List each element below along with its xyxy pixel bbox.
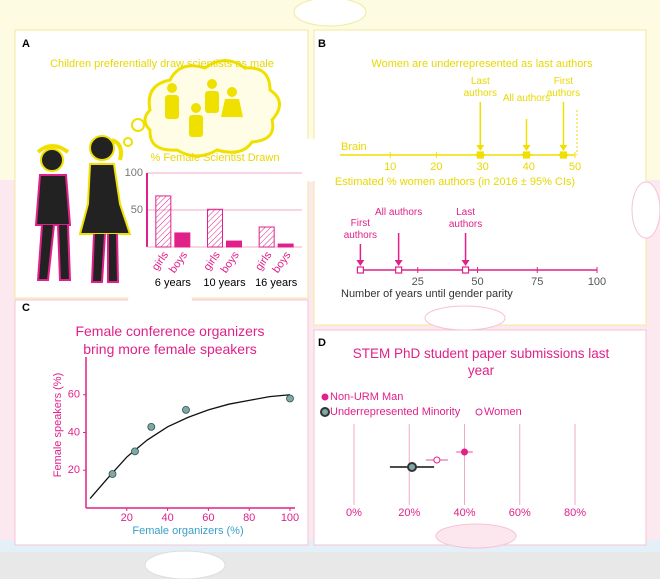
point xyxy=(395,266,403,274)
x-tick-label: 6 years xyxy=(155,277,192,289)
bar xyxy=(277,243,294,248)
arrow-head xyxy=(522,145,531,151)
chart-subtitle: % Female Scientist Drawn xyxy=(151,152,280,164)
point-label: All authors xyxy=(375,207,423,218)
point-label: First authors xyxy=(546,76,581,99)
point xyxy=(182,405,190,414)
x-tick-label: 50 xyxy=(569,161,581,173)
children-illustration xyxy=(34,59,281,283)
point-label: First authors xyxy=(343,218,378,241)
legend-label: Women xyxy=(484,406,522,418)
arrow-head xyxy=(356,260,365,266)
legend-label: Non-URM Man xyxy=(330,391,403,403)
x-tick-label: 10 xyxy=(384,161,396,173)
y-tick-label: 60 xyxy=(68,389,80,401)
y-tick-label: 40 xyxy=(68,426,80,438)
point xyxy=(147,422,156,431)
x-tick-label: 0% xyxy=(346,507,362,519)
panel-title: Women are underrepresented as last autho… xyxy=(371,58,593,70)
x-tick-label: 20 xyxy=(430,161,442,173)
y-tick-label: 20 xyxy=(68,464,80,476)
panel-letter: C xyxy=(22,302,30,314)
bar xyxy=(258,226,275,248)
panel-letter: D xyxy=(318,337,326,349)
x-tick-label: 100 xyxy=(588,276,606,288)
x-tick-label: 60 xyxy=(202,512,214,524)
legend-marker xyxy=(320,407,330,417)
arrow-head xyxy=(394,260,403,266)
point xyxy=(131,447,139,456)
point-label: Last authors xyxy=(448,207,483,230)
x-axis-label: Female organizers (%) xyxy=(132,525,243,537)
bar xyxy=(155,195,172,248)
legend-marker xyxy=(475,408,483,416)
panel-title: Children preferentially draw scientists … xyxy=(50,58,274,70)
point-label: Last authors xyxy=(463,76,497,99)
x-axis-label: Number of years until gender parity xyxy=(341,288,513,300)
x-tick-label: 80% xyxy=(564,507,586,519)
row-label: Brain xyxy=(341,141,367,153)
point xyxy=(433,456,441,464)
x-tick-label: 10 years xyxy=(203,277,246,289)
y-tick-label: 50 xyxy=(131,204,143,216)
x-tick-label: 20 xyxy=(121,512,133,524)
x-tick-label: 40 xyxy=(523,161,535,173)
x-tick-label: 25 xyxy=(412,276,424,288)
x-tick-label: 60% xyxy=(509,507,531,519)
point xyxy=(407,462,418,472)
panel-title: STEM PhD student paper submissions last … xyxy=(352,346,610,378)
point-label: All authors xyxy=(502,93,551,104)
point xyxy=(476,151,484,159)
bar xyxy=(207,208,223,248)
bar xyxy=(174,232,191,248)
x-tick-label: 40% xyxy=(453,507,475,519)
arrow-head xyxy=(461,260,470,266)
point xyxy=(559,151,568,159)
x-axis-label: Estimated % women authors (in 2016 ± 95%… xyxy=(335,176,575,188)
point xyxy=(286,394,294,403)
fit-curve xyxy=(89,394,291,499)
x-tick-label: 16 years xyxy=(255,277,298,289)
panel-letter: A xyxy=(22,38,30,50)
y-axis-label: Female speakers (%) xyxy=(52,373,64,478)
panel-title: Female conference organizers bring more … xyxy=(75,323,265,357)
arrow-head xyxy=(559,145,568,151)
legend-label: Underrepresented Minority xyxy=(330,406,461,418)
point xyxy=(356,266,364,274)
x-tick-label: 100 xyxy=(281,512,299,524)
x-tick-label: 75 xyxy=(531,276,543,288)
legend-marker xyxy=(321,393,329,401)
bar xyxy=(226,240,242,248)
x-tick-label: 20% xyxy=(398,507,420,519)
y-tick-label: 100 xyxy=(125,167,143,179)
point xyxy=(108,470,117,478)
x-tick-label: 40 xyxy=(161,512,173,524)
point xyxy=(461,448,468,456)
panel-letter: B xyxy=(318,38,326,50)
point xyxy=(461,266,470,274)
x-tick-label: 50 xyxy=(471,276,483,288)
x-tick-label: 80 xyxy=(243,512,255,524)
point xyxy=(522,151,531,159)
arrow-head xyxy=(476,145,485,151)
x-tick-label: 30 xyxy=(476,161,488,173)
